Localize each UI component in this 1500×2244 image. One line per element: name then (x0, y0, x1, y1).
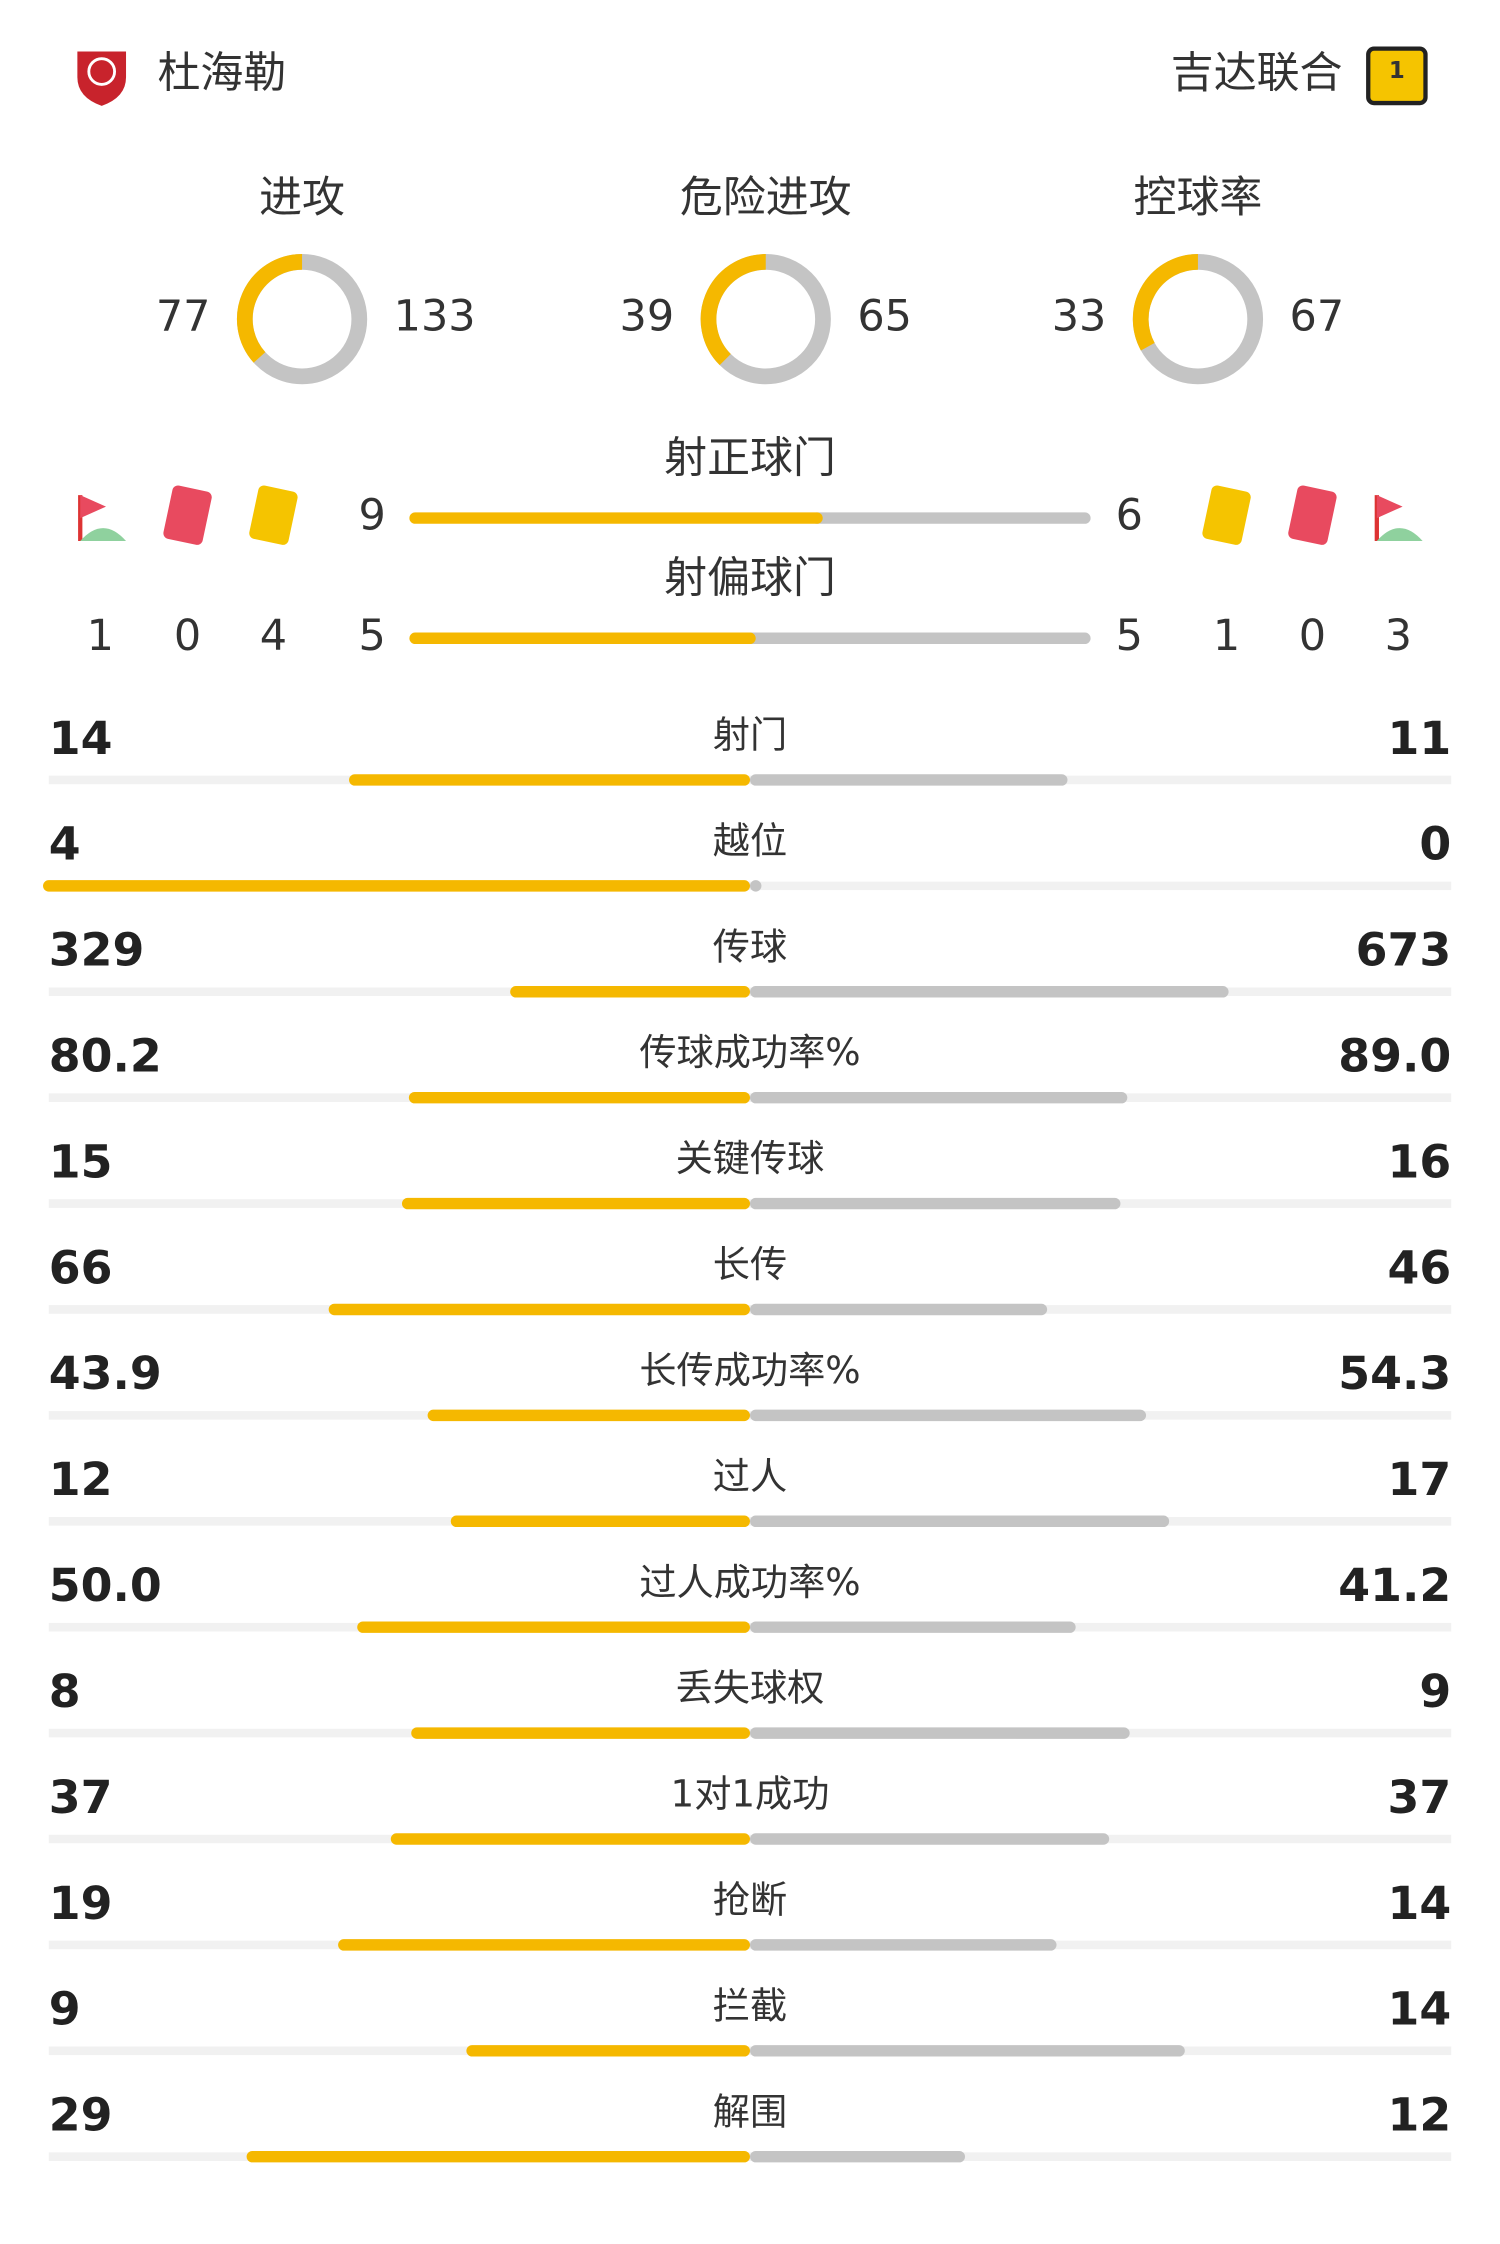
stat-label: 解围 (713, 2089, 787, 2133)
bar-away-value: 6 (1116, 491, 1143, 541)
stat-label: 传球成功率% (639, 1030, 860, 1074)
count-value: 3 (1385, 611, 1412, 661)
stat-home-value: 12 (49, 1452, 113, 1506)
ring-label: 控球率 (1134, 173, 1263, 223)
stat-home-value: 37 (49, 1770, 113, 1824)
stat-label: 过人 (713, 1454, 787, 1498)
stat-away-value: 0 (1419, 817, 1451, 871)
count-value: 1 (1213, 611, 1240, 661)
stat-home-value: 9 (49, 1982, 81, 2036)
stat-away-value: 54.3 (1338, 1346, 1451, 1400)
count-value: 1 (87, 611, 114, 661)
stat-away-value: 12 (1388, 2088, 1452, 2142)
stat-away-value: 46 (1388, 1240, 1452, 1294)
stat-home-value: 80.2 (49, 1029, 162, 1083)
stat-label: 射门 (713, 713, 787, 757)
stat-home-value: 8 (49, 1664, 81, 1718)
stat-label: 关键传球 (676, 1136, 825, 1180)
stat-away-value: 11 (1388, 711, 1452, 765)
away-yellow-card-icon (1202, 485, 1251, 545)
stat-away-value: 9 (1419, 1664, 1451, 1718)
stat-away-value: 41.2 (1338, 1558, 1451, 1612)
home-yellow-card-icon (249, 485, 298, 545)
away-corner-icon (1374, 495, 1423, 541)
count-value: 4 (260, 611, 287, 661)
stat-home-value: 29 (49, 2088, 113, 2142)
svg-text:1: 1 (1389, 58, 1405, 84)
stat-home-value: 66 (49, 1240, 113, 1294)
stat-label: 长传成功率% (639, 1348, 860, 1392)
bar-home-value: 9 (359, 491, 386, 541)
home-logo (77, 51, 127, 106)
bar-label: 射正球门 (664, 433, 836, 483)
count-value: 0 (1299, 611, 1326, 661)
bar-label: 射偏球门 (664, 554, 836, 604)
ring-away-value: 65 (857, 292, 912, 342)
stat-away-value: 89.0 (1338, 1029, 1451, 1083)
ring-home (700, 254, 767, 366)
away-red-card-icon (1288, 485, 1337, 545)
stat-away-value: 673 (1356, 923, 1452, 977)
stat-label: 长传 (713, 1242, 787, 1286)
ring-label: 危险进攻 (680, 173, 852, 223)
stat-away-value: 37 (1388, 1770, 1452, 1824)
ring-home-value: 39 (620, 292, 675, 342)
stat-label: 1对1成功 (671, 1772, 830, 1816)
stat-away-value: 14 (1388, 1876, 1452, 1930)
stat-away-value: 14 (1388, 1982, 1452, 2036)
ring-home-value: 77 (156, 292, 211, 342)
away-team: 吉达联合 (1171, 48, 1343, 98)
ring-home (236, 254, 303, 363)
stat-home-value: 4 (49, 817, 81, 871)
stat-label: 传球 (713, 924, 787, 968)
stat-label: 拦截 (713, 1983, 787, 2027)
bar-away-value: 5 (1116, 611, 1143, 661)
count-value: 0 (174, 611, 201, 661)
stat-label: 抢断 (713, 1877, 787, 1921)
bar-home-value: 5 (359, 611, 386, 661)
ring-away-value: 133 (394, 292, 476, 342)
stat-home-value: 14 (49, 711, 113, 765)
stat-home-value: 15 (49, 1134, 113, 1188)
stat-label: 越位 (713, 818, 787, 862)
stat-home-value: 50.0 (49, 1558, 162, 1612)
away-logo: 1 (1366, 46, 1428, 106)
stat-label: 过人成功率% (639, 1560, 860, 1604)
stat-home-value: 43.9 (49, 1346, 162, 1400)
stat-home-value: 329 (49, 923, 145, 977)
home-red-card-icon (163, 485, 212, 545)
stat-away-value: 17 (1388, 1452, 1452, 1506)
ring-label: 进攻 (259, 173, 345, 223)
stat-away-value: 16 (1388, 1134, 1452, 1188)
home-corner-icon (78, 495, 127, 541)
ring-home-value: 33 (1052, 292, 1107, 342)
ring-home (1132, 254, 1199, 351)
ring-away-value: 67 (1290, 292, 1345, 342)
home-team: 杜海勒 (158, 48, 287, 98)
stat-home-value: 19 (49, 1876, 113, 1930)
stat-label: 丢失球权 (676, 1666, 825, 1710)
